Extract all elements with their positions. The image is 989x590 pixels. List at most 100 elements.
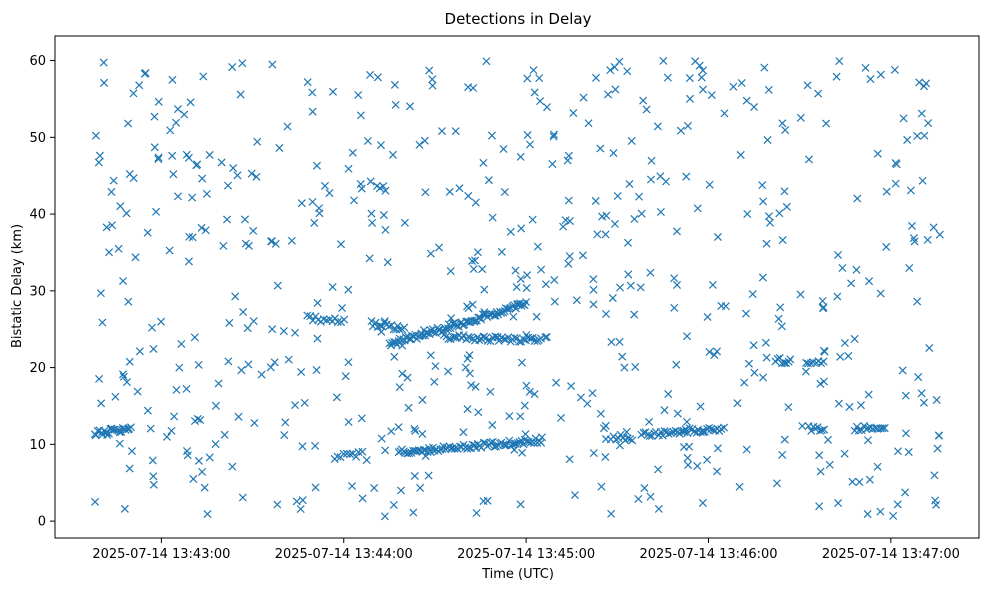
scatter-point (467, 381, 476, 390)
scatter-point (743, 209, 752, 218)
scatter-point (214, 379, 223, 388)
scatter-point (152, 207, 161, 216)
scatter-point (832, 72, 841, 81)
scatter-point (219, 241, 228, 250)
scatter-point (143, 228, 152, 237)
scatter-point (720, 109, 729, 118)
track-point (478, 310, 487, 319)
scatter-point (344, 285, 353, 294)
scatter-point (182, 384, 191, 393)
scatter-point (196, 416, 205, 425)
scatter-point (572, 296, 581, 305)
scatter-point (684, 460, 693, 470)
y-tick-label: 0 (38, 515, 46, 530)
scatter-point (154, 155, 163, 164)
scatter-point (497, 247, 506, 256)
track-point (515, 337, 524, 346)
scatter-point (445, 187, 454, 196)
scatter-point (814, 89, 823, 98)
track-point (690, 427, 699, 436)
scatter-point (670, 303, 679, 312)
scatter-point (370, 483, 379, 492)
scatter-point (95, 374, 104, 383)
scatter-point (105, 248, 114, 257)
track-point (660, 427, 669, 436)
scatter-point (844, 351, 853, 360)
scatter-point (394, 423, 403, 432)
scatter-point (924, 119, 933, 128)
scatter-point (610, 63, 619, 72)
track-point (529, 438, 538, 448)
scatter-point (444, 367, 453, 376)
scatter-point (220, 430, 229, 439)
scatter-point (122, 209, 131, 218)
scatter-point (848, 477, 857, 486)
scatter-point (522, 284, 531, 293)
scatter-point (354, 90, 363, 99)
scatter-point (124, 119, 133, 128)
scatter-point (381, 186, 390, 195)
scatter-point (683, 121, 693, 130)
scatter-point (834, 399, 843, 408)
scatter-point (192, 161, 201, 170)
scatter-point (646, 175, 656, 184)
track-point (93, 426, 102, 435)
track-point (405, 449, 414, 458)
scatter-point (149, 344, 158, 353)
scatter-point (183, 451, 192, 460)
scatter-point (606, 66, 615, 75)
scatter-point (480, 285, 489, 294)
scatter-point (696, 402, 705, 411)
scatter-point (98, 318, 107, 327)
scatter-point (424, 471, 433, 480)
track-point (524, 437, 533, 446)
scatter-point (377, 434, 386, 443)
scatter-point (516, 274, 525, 283)
scatter-point (380, 512, 389, 521)
scatter-point (418, 429, 427, 438)
scatter-point (486, 387, 495, 396)
scatter-point (348, 481, 357, 491)
scatter-point (168, 151, 177, 160)
scatter-point (703, 455, 712, 464)
scatter-point (292, 497, 301, 506)
scatter-point (464, 304, 473, 313)
scatter-point (114, 244, 123, 253)
scatter-point (610, 219, 619, 228)
scatter-point (244, 360, 253, 369)
scatter-point (654, 465, 663, 474)
scatter-point (115, 439, 124, 448)
scatter-point (416, 483, 425, 492)
scatter-point (736, 150, 745, 159)
scatter-point (108, 221, 117, 230)
scatter-point (542, 332, 551, 341)
scatter-point (205, 453, 214, 462)
scatter-point (203, 510, 212, 519)
scatter-point (325, 189, 334, 198)
scatter-point (563, 156, 572, 165)
scatter-point (613, 192, 622, 201)
scatter-point (604, 90, 613, 99)
scatter-point (275, 143, 284, 152)
track-point (520, 335, 529, 344)
scatter-point (659, 56, 668, 65)
scatter-point (765, 218, 774, 227)
scatter-point (499, 144, 508, 154)
scatter-point (172, 118, 181, 127)
scatter-point (459, 428, 468, 437)
scatter-point (426, 351, 435, 360)
scatter-point (852, 265, 861, 274)
scatter-point (589, 300, 598, 309)
scatter-point (471, 198, 480, 207)
scatter-point (428, 81, 437, 90)
scatter-point (914, 373, 923, 382)
scatter-point (697, 73, 706, 82)
scatter-point (253, 137, 262, 146)
scatter-point (670, 274, 679, 283)
scatter-point (672, 360, 681, 369)
scatter-point (781, 126, 790, 135)
track-point (333, 452, 342, 461)
axes: 0 10 20 30 40 50 60 2025-07-14 13:43:00 2025-07-… (29, 35, 980, 562)
scatter-point (94, 158, 103, 167)
scatter-point (622, 427, 631, 436)
